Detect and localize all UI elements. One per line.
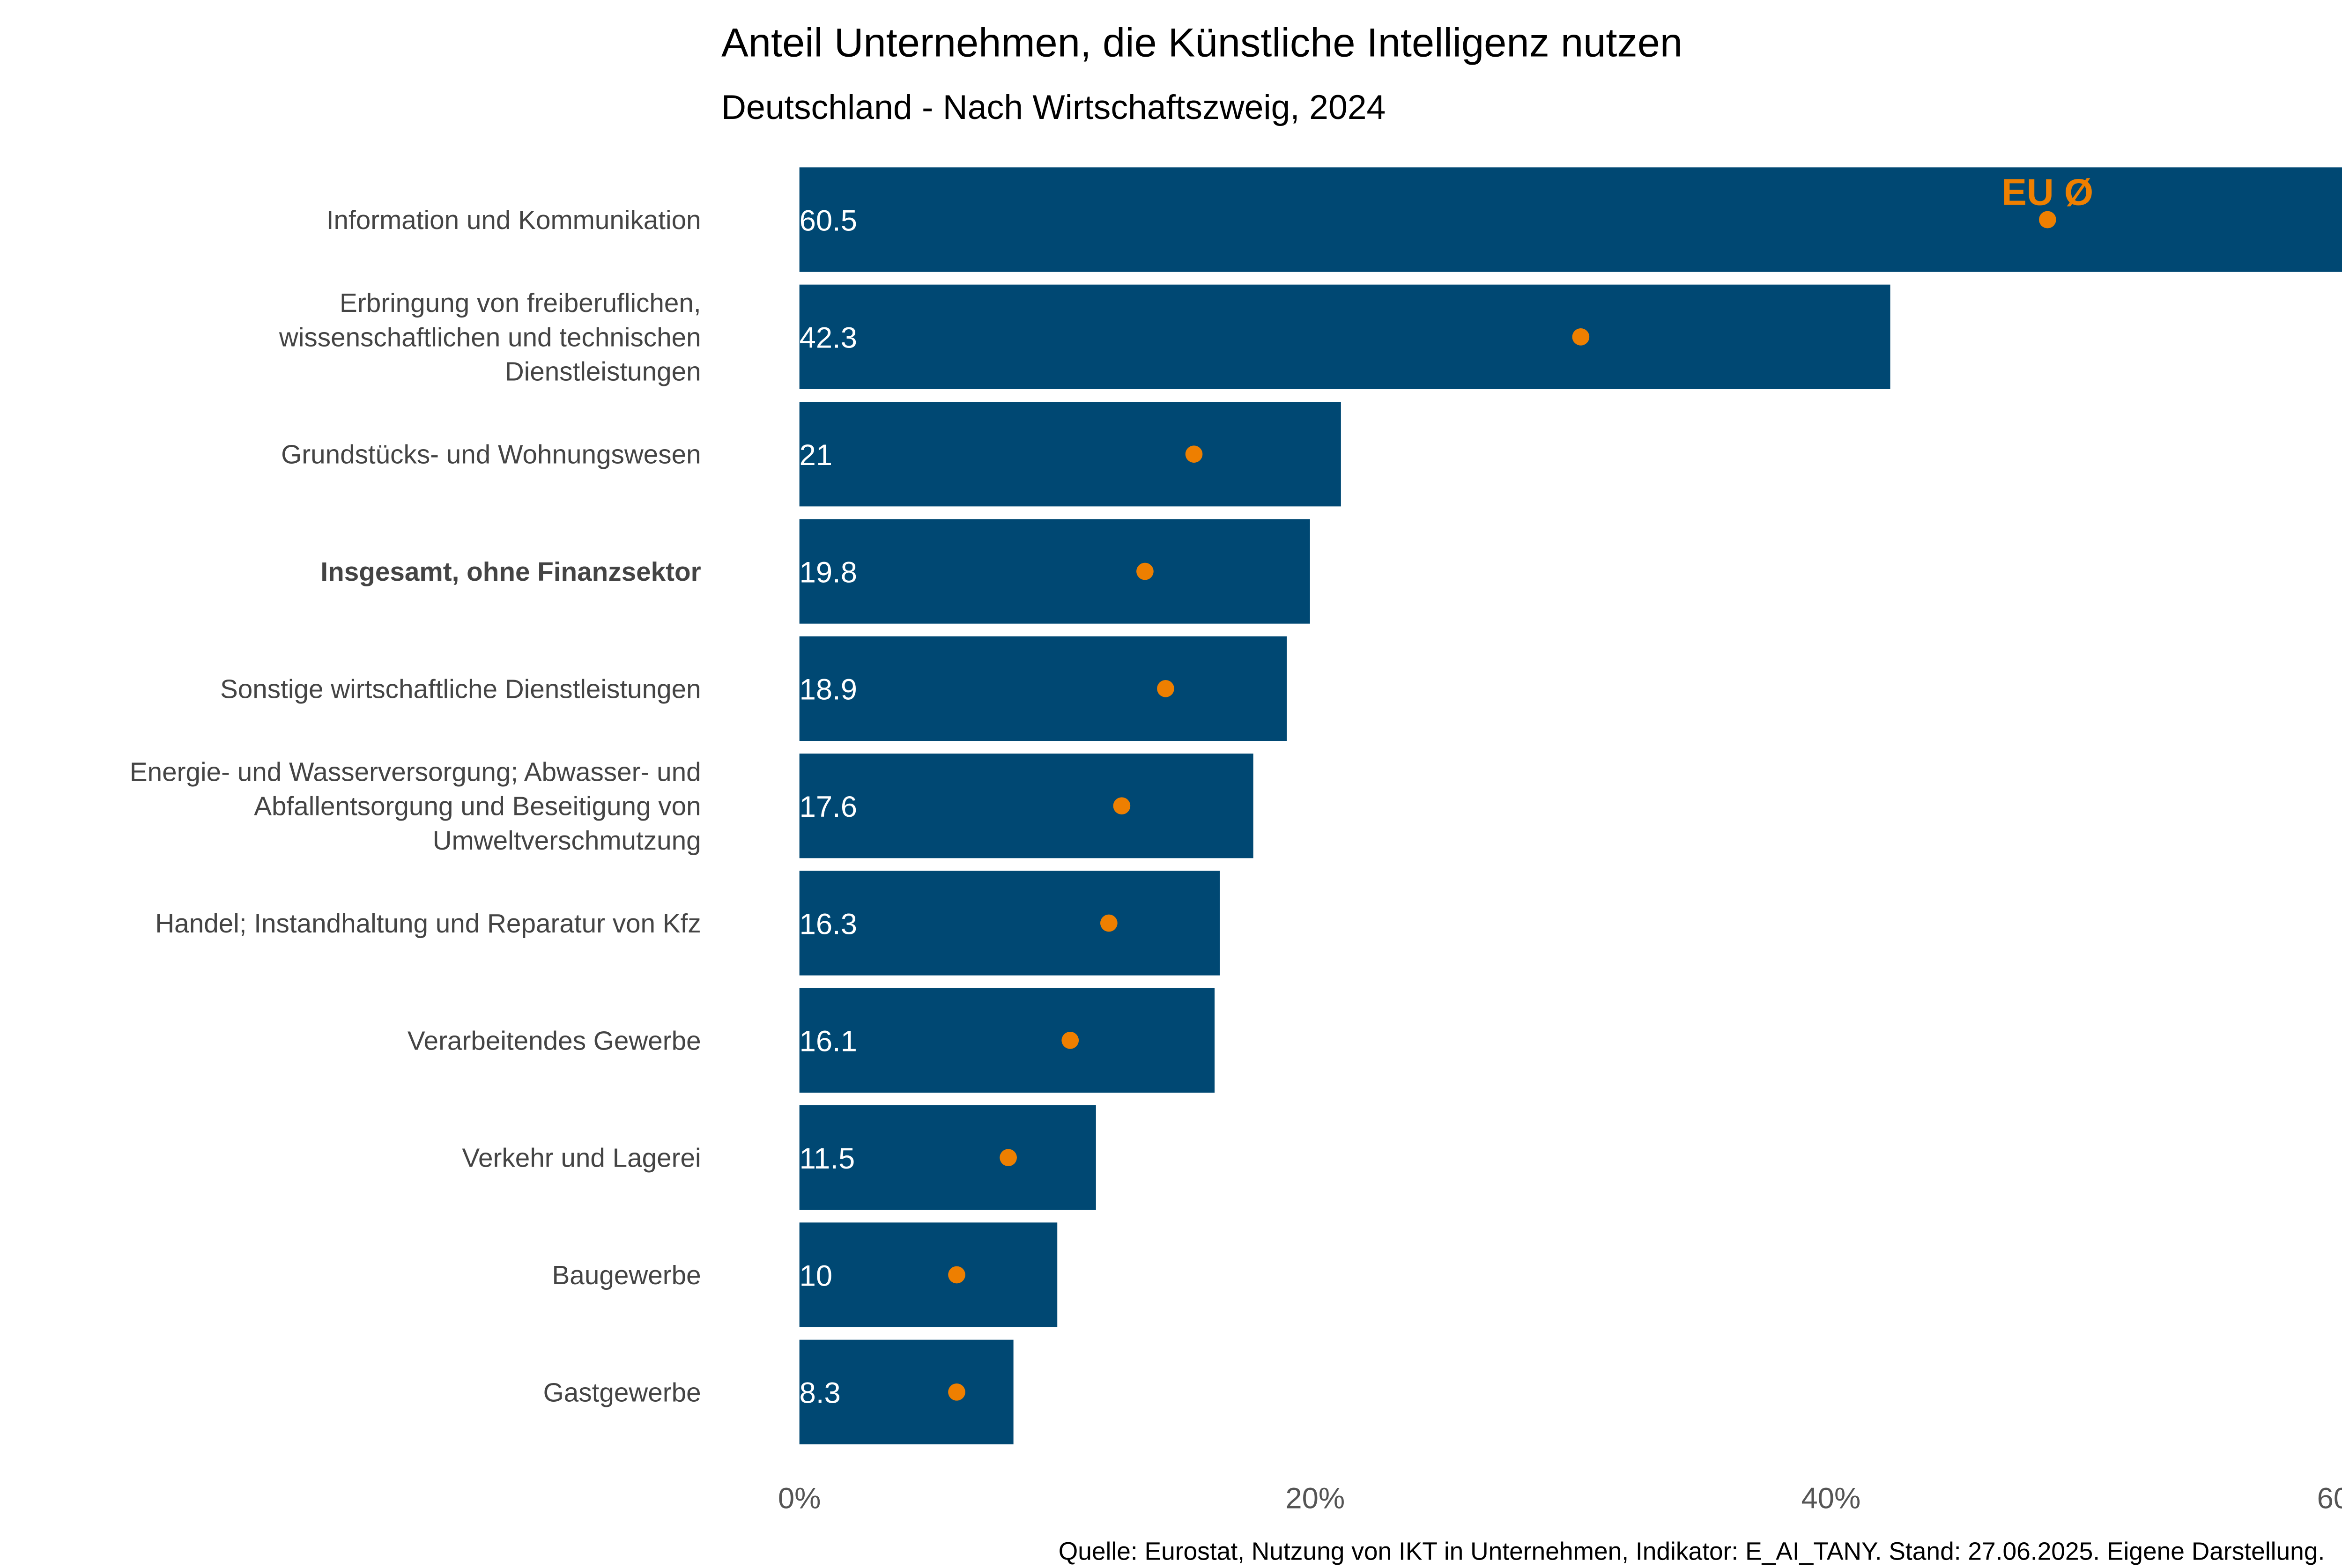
category-label-line: Dienstleistungen [505,357,701,387]
category-label: Baugewerbe [552,1261,701,1290]
eu-average-dot [1100,914,1118,932]
eu-average-dot [1061,1032,1079,1049]
category-label: Verkehr und Lagerei [462,1144,701,1173]
bar [799,519,1310,624]
bar-value-label: 18.9 [800,673,857,706]
bar-value-label: 16.1 [800,1025,857,1058]
category-label-line: Information und Kommunikation [326,206,701,235]
source-note: Quelle: Eurostat, Nutzung von IKT in Unt… [1059,1538,2325,1566]
eu-average-dot [1113,797,1131,814]
bar-value-label: 17.6 [800,791,857,823]
bar-value-label: 16.3 [800,908,857,940]
bar-value-label: 19.8 [800,556,857,589]
category-label: Handel; Instandhaltung und Reparatur von… [155,909,701,939]
category-label: Verarbeitendes Gewerbe [408,1026,701,1056]
eu-average-dot [948,1266,965,1284]
category-label: Sonstige wirtschaftliche Dienstleistunge… [220,674,701,704]
bar [799,1222,1058,1327]
category-label-line: Verarbeitendes Gewerbe [408,1026,701,1056]
x-axis: 0% 20% 40% 60% [778,1482,2342,1515]
x-tick-label: 60% [2317,1482,2342,1515]
category-label-line: Erbringung von freiberuflichen, [340,288,701,318]
x-tick-label: 40% [1801,1482,1861,1515]
chart-subtitle: Deutschland - Nach Wirtschaftszweig, 202… [721,88,1386,126]
category-label-line: Abfallentsorgung und Beseitigung von [254,792,701,821]
category-label-line: Baugewerbe [552,1261,701,1290]
bar [799,988,1215,1093]
bar [799,284,1890,389]
chart-title: Anteil Unternehmen, die Künstliche Intel… [721,21,1682,66]
bar [799,1105,1096,1210]
category-label: Erbringung von freiberuflichen, wissensch… [279,288,701,387]
x-tick-label: 20% [1285,1482,1345,1515]
category-label-line: Umweltverschmutzung [433,826,701,856]
category-label: Insgesamt, ohne Finanzsektor [320,557,701,587]
bar-value-label: 21 [800,439,832,472]
bars: 60.5 Information und Kommunikation 42.3 Erb… [130,167,2342,1444]
category-label: Gastgewerbe [543,1378,701,1407]
bar [799,402,1341,507]
category-label-line: Insgesamt, ohne Finanzsektor [320,557,701,587]
category-label-line: Energie- und Wasserversorgung; Abwasser-… [130,757,701,787]
category-label-line: Sonstige wirtschaftliche Dienstleistunge… [220,674,701,704]
bar-value-label: 42.3 [800,322,857,355]
eu-average-label: EU Ø [2002,171,2094,213]
bar [799,636,1287,741]
category-label-line: wissenschaftlichen und technischen [279,323,701,352]
category-label-line: Grundstücks- und Wohnungswesen [281,440,701,470]
bar-value-label: 60.5 [800,204,857,237]
category-label: Energie- und Wasserversorgung; Abwasser-… [130,757,701,856]
bar [799,871,1220,976]
eu-average-dot [1185,445,1203,463]
category-label-line: Gastgewerbe [543,1378,701,1407]
bar [799,167,2342,272]
bar-value-label: 11.5 [800,1142,855,1175]
eu-average-dot [1157,680,1174,697]
category-label-line: Verkehr und Lagerei [462,1144,701,1173]
bar [799,1339,1014,1444]
category-label-line: Handel; Instandhaltung und Reparatur von… [155,909,701,939]
eu-average-dot [1572,328,1590,346]
category-label: Grundstücks- und Wohnungswesen [281,440,701,470]
eu-average-dot [1136,562,1154,580]
bar-value-label: 8.3 [800,1377,841,1410]
eu-average-dot [2039,211,2056,229]
eu-average-dot [1000,1149,1017,1166]
category-label: Information und Kommunikation [326,206,701,235]
bar [799,754,1253,858]
x-tick-label: 0% [778,1482,821,1515]
eu-average-dot [948,1383,965,1401]
bar-value-label: 10 [800,1259,832,1292]
